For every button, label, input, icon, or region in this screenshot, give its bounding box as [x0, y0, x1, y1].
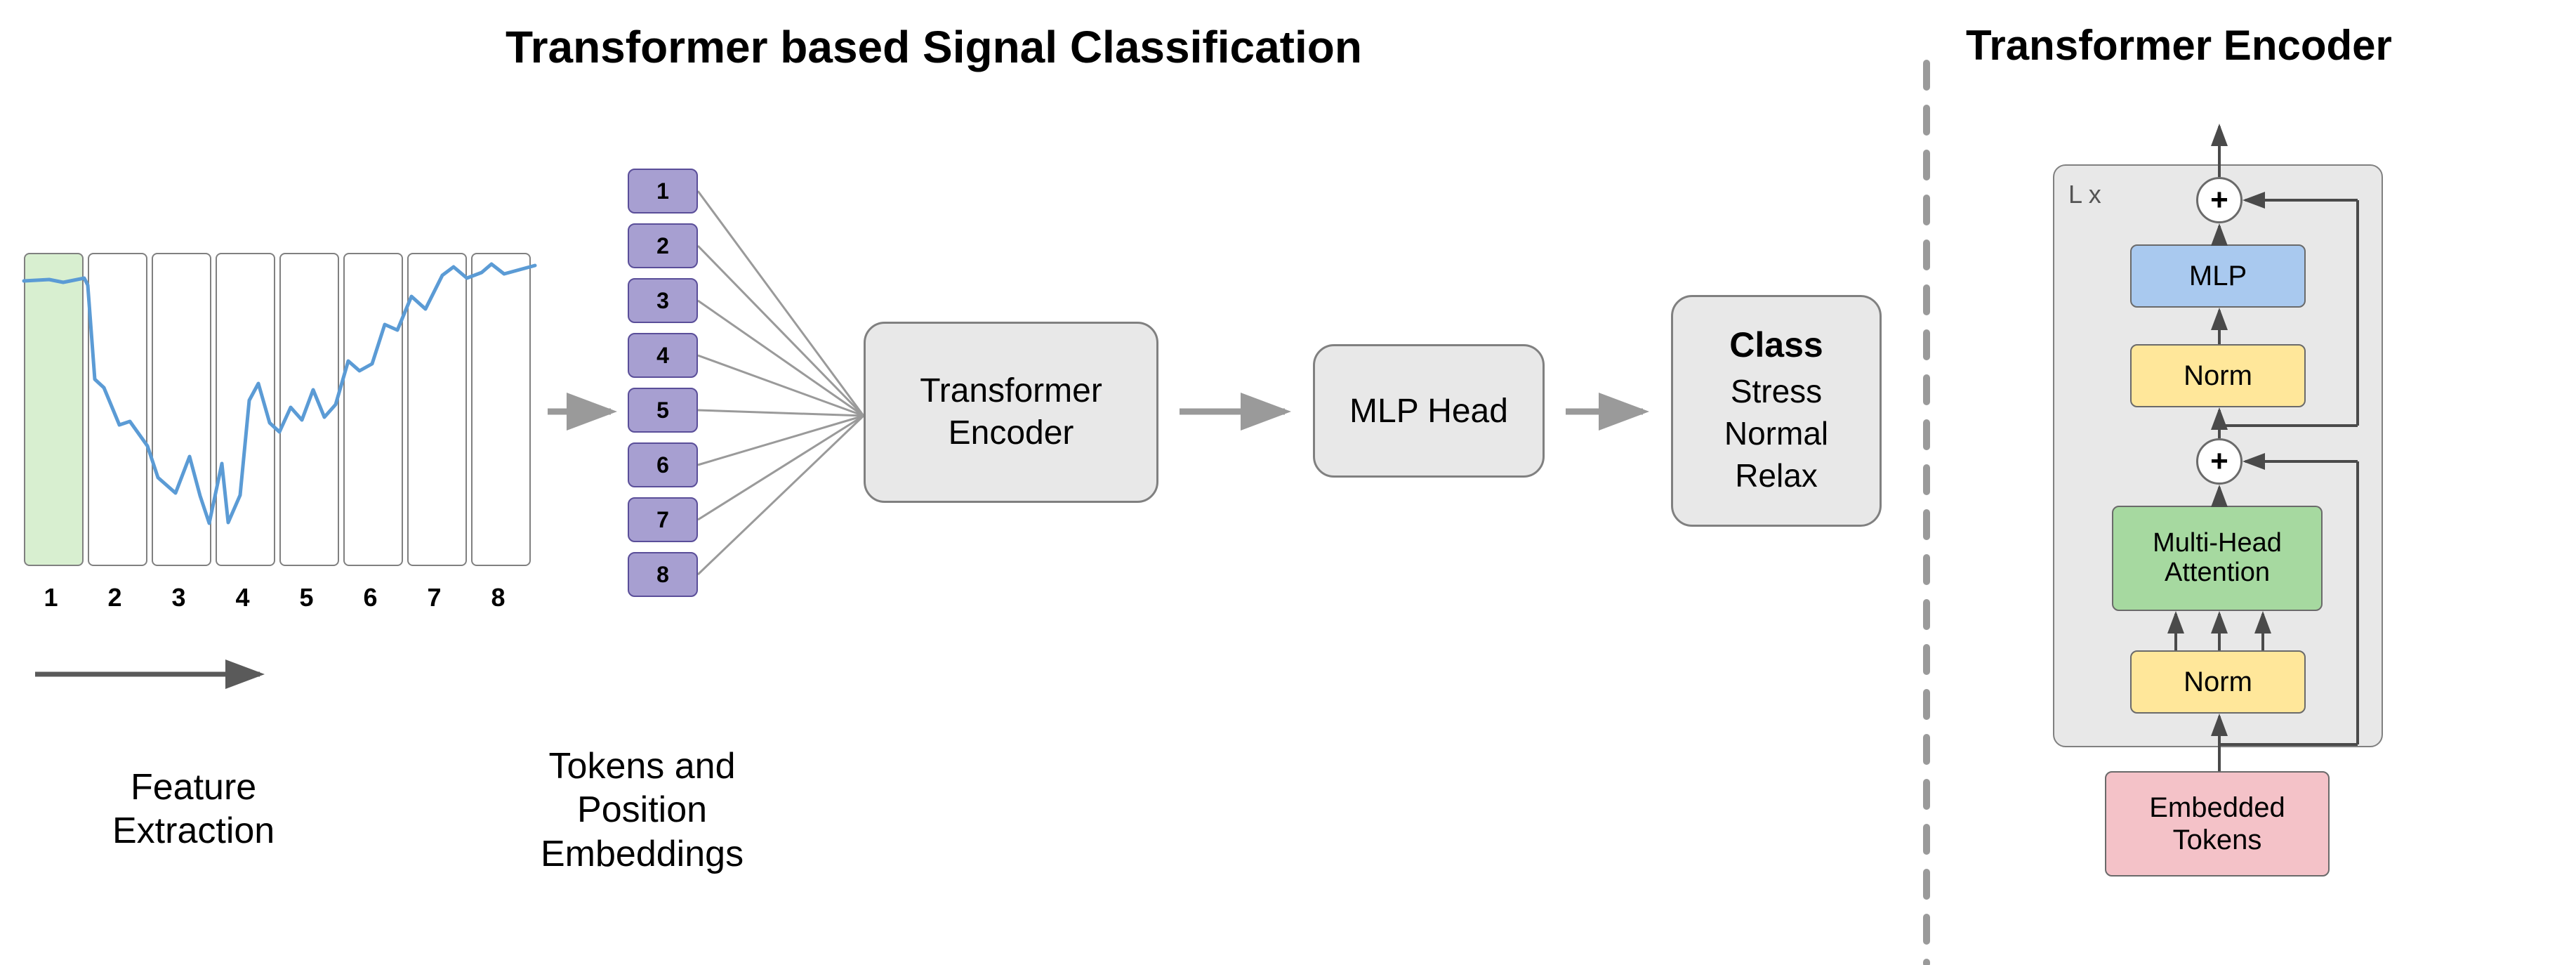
- transformer-encoder-line2: Encoder: [949, 412, 1074, 454]
- mlp-head-text: MLP Head: [1349, 392, 1508, 431]
- norm2-text: Norm: [2184, 360, 2252, 392]
- token: 7: [628, 497, 698, 542]
- tokens-caption: Tokens and Position Embeddings: [541, 744, 744, 876]
- signal-index: 3: [172, 583, 186, 612]
- signal-index: 7: [428, 583, 442, 612]
- encoder-lx-label: L x: [2068, 180, 2101, 209]
- norm2-block: Norm: [2130, 344, 2306, 407]
- signal-index: 8: [491, 583, 506, 612]
- feature-extraction-line2: Extraction: [112, 809, 275, 853]
- signal-index: 5: [300, 583, 314, 612]
- tokens-caption-line1: Tokens and: [541, 744, 744, 788]
- signal-index: 6: [364, 583, 378, 612]
- signal-index: 2: [108, 583, 122, 612]
- signal-panel: [343, 253, 403, 566]
- signal-panel: [471, 253, 531, 566]
- embedded-line2: Tokens: [2173, 824, 2262, 856]
- transformer-encoder-line1: Transformer: [920, 370, 1102, 412]
- token: 2: [628, 223, 698, 268]
- mha-block: Multi-Head Attention: [2112, 506, 2323, 611]
- mlp-text: MLP: [2189, 261, 2247, 292]
- add1-text: +: [2210, 444, 2228, 479]
- class-item-stress: Stress: [1731, 371, 1822, 413]
- encoder-title: Transformer Encoder: [1966, 21, 2392, 70]
- class-title: Class: [1729, 324, 1823, 365]
- mha-line2: Attention: [2165, 558, 2270, 588]
- signal-panel: [216, 253, 275, 566]
- signal-index: 1: [44, 583, 58, 612]
- norm1-block: Norm: [2130, 650, 2306, 714]
- token: 4: [628, 333, 698, 378]
- token: 8: [628, 552, 698, 597]
- class-item-normal: Normal: [1724, 413, 1828, 455]
- class-item-relax: Relax: [1735, 455, 1818, 497]
- mlp-head-box: MLP Head: [1313, 344, 1545, 478]
- feature-extraction-line1: Feature: [112, 766, 275, 809]
- signal-index: 4: [236, 583, 250, 612]
- token: 1: [628, 169, 698, 214]
- class-box: Class Stress Normal Relax: [1671, 295, 1882, 527]
- mlp-block: MLP: [2130, 244, 2306, 308]
- signal-panel: [24, 253, 84, 566]
- embedded-line1: Embedded: [2149, 792, 2285, 824]
- add2-circle: +: [2196, 177, 2243, 223]
- transformer-encoder-box: Transformer Encoder: [864, 322, 1158, 503]
- tokens-caption-line3: Embeddings: [541, 832, 744, 876]
- add1-circle: +: [2196, 438, 2243, 485]
- signal-panel: [88, 253, 147, 566]
- norm1-text: Norm: [2184, 667, 2252, 698]
- mha-line1: Multi-Head: [2153, 529, 2282, 558]
- signal-panel: [152, 253, 211, 566]
- token: 3: [628, 278, 698, 323]
- embedded-tokens-block: Embedded Tokens: [2105, 771, 2330, 877]
- token: 5: [628, 388, 698, 433]
- signal-panel: [407, 253, 467, 566]
- tokens-caption-line2: Position: [541, 788, 744, 832]
- main-title: Transformer based Signal Classification: [506, 21, 1362, 73]
- add2-text: +: [2210, 183, 2228, 218]
- signal-panel: [279, 253, 339, 566]
- token: 6: [628, 442, 698, 487]
- feature-extraction-label: Feature Extraction: [112, 766, 275, 853]
